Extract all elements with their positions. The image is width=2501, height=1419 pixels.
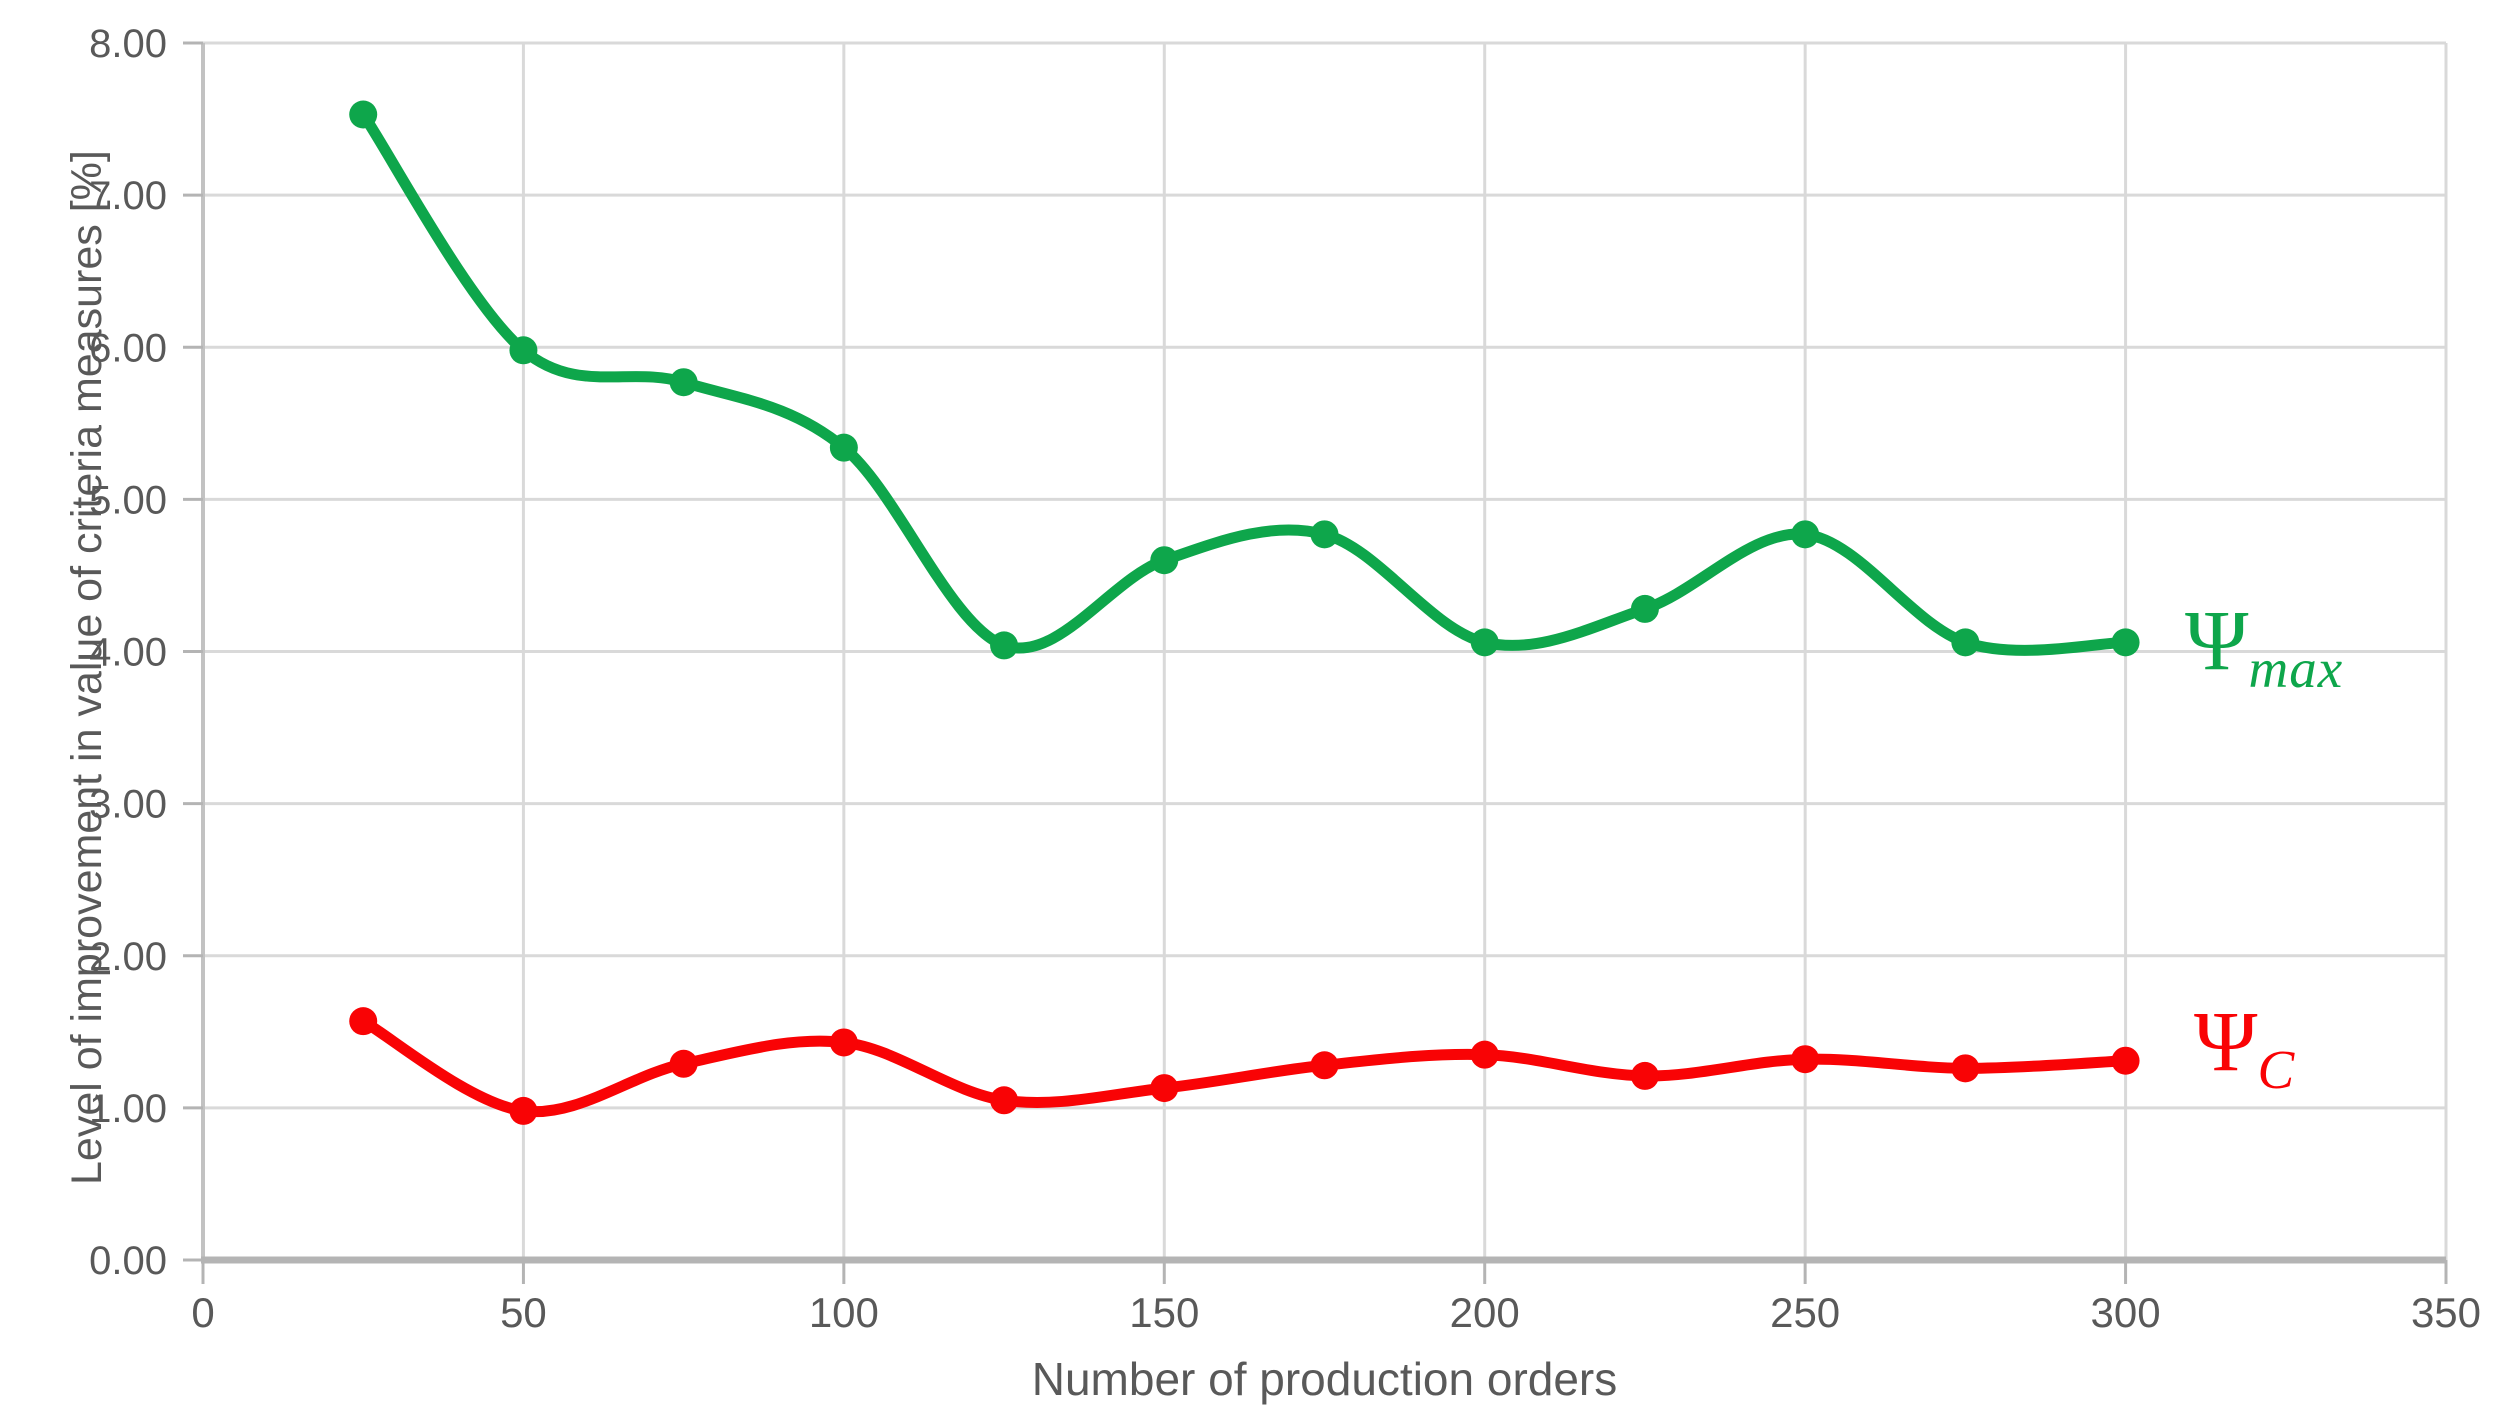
series-psi-max [349,100,2140,660]
y-tick-label: 1.00 [89,1087,167,1131]
y-axis-title: Level of improvement in value of criteri… [63,150,111,1185]
series-label-psi-max-subscript: max [2248,638,2344,700]
series-psi-max-marker [1310,520,1339,549]
tick-labels: 0.00 1.00 2.00 3.00 4.00 5.00 6.00 7.00 8.00 0 50 1… [89,22,2481,1336]
series-psi-max-marker [509,336,538,365]
series-psi-max-marker [1470,628,1499,657]
y-tick-label: 3.00 [89,783,167,827]
series-psi-c-marker [1630,1061,1659,1090]
series [349,100,2140,1125]
series-psi-c [349,1007,2140,1125]
series-psi-c-line [357,1015,2132,1118]
series-psi-c-marker [509,1096,538,1125]
x-tick-label: 350 [2411,1289,2481,1336]
series-label-psi-c: ΨC [2194,998,2295,1097]
series-psi-c-marker [829,1028,858,1057]
x-tick-label: 250 [1770,1289,1840,1336]
series-psi-max-marker [1951,628,1980,657]
series-psi-c-marker [1150,1074,1179,1103]
x-tick-label: 150 [1129,1289,1199,1336]
x-tick-label: 100 [809,1289,879,1336]
tick-marks [183,41,2448,1284]
series-psi-max-marker [2111,628,2140,657]
series-psi-c-marker [1951,1054,1980,1083]
x-tick-label: 300 [2091,1289,2161,1336]
series-psi-max-marker [829,433,858,462]
series-label-psi-max: Ψmax [2185,597,2343,696]
series-psi-c-marker [2111,1046,2140,1075]
series-psi-c-marker [1310,1051,1339,1080]
series-psi-max-marker [349,100,378,129]
y-tick-label: 7.00 [89,174,167,218]
series-psi-c-marker [990,1086,1019,1115]
y-tick-label: 6.00 [89,326,167,370]
y-tick-label: 0.00 [89,1239,167,1283]
series-psi-max-marker [1630,594,1659,623]
series-psi-max-marker [1791,520,1820,549]
x-tick-label: 200 [1450,1289,1520,1336]
series-psi-c-marker [1791,1045,1820,1074]
series-psi-max-marker [990,631,1019,660]
series-label-psi-c-subscript: C [2257,1039,2296,1101]
series-psi-c-marker [349,1007,378,1036]
y-tick-label: 4.00 [89,631,167,675]
series-label-psi-max-symbol: Ψ [2185,592,2249,688]
x-tick-label: 0 [191,1289,214,1336]
x-axis-title: Number of production orders [1031,1353,1618,1405]
series-psi-max-marker [669,368,698,397]
x-tick-label: 50 [500,1289,547,1336]
series-psi-c-marker [1470,1040,1499,1069]
y-tick-label: 5.00 [89,478,167,522]
series-label-psi-c-symbol: Ψ [2194,993,2258,1089]
series-psi-c-marker [669,1049,698,1078]
y-tick-label: 2.00 [89,935,167,979]
y-tick-label: 8.00 [89,22,167,66]
series-psi-max-marker [1150,546,1179,575]
